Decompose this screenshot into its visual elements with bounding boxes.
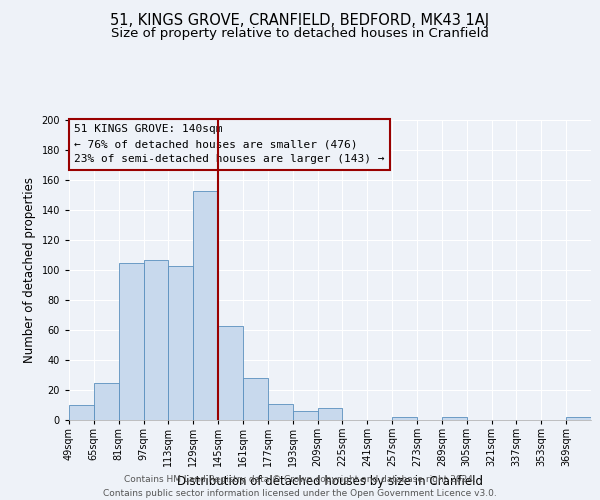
Text: Size of property relative to detached houses in Cranfield: Size of property relative to detached ho… [111, 28, 489, 40]
Bar [442, 417, 467, 420]
Text: Contains HM Land Registry data © Crown copyright and database right 2024.
Contai: Contains HM Land Registry data © Crown c… [103, 476, 497, 498]
Bar [293, 411, 317, 420]
Bar [193, 190, 218, 420]
Text: 51, KINGS GROVE, CRANFIELD, BEDFORD, MK43 1AJ: 51, KINGS GROVE, CRANFIELD, BEDFORD, MK4… [110, 12, 490, 28]
Bar [218, 326, 243, 420]
Bar [119, 262, 143, 420]
Bar [69, 405, 94, 420]
Bar [94, 382, 119, 420]
Bar [143, 260, 169, 420]
Bar [392, 417, 417, 420]
X-axis label: Distribution of detached houses by size in Cranfield: Distribution of detached houses by size … [177, 475, 483, 488]
Bar [317, 408, 343, 420]
Bar [268, 404, 293, 420]
Text: 51 KINGS GROVE: 140sqm
← 76% of detached houses are smaller (476)
23% of semi-de: 51 KINGS GROVE: 140sqm ← 76% of detached… [74, 124, 385, 164]
Bar [169, 266, 193, 420]
Y-axis label: Number of detached properties: Number of detached properties [23, 177, 36, 363]
Bar [566, 417, 591, 420]
Bar [243, 378, 268, 420]
